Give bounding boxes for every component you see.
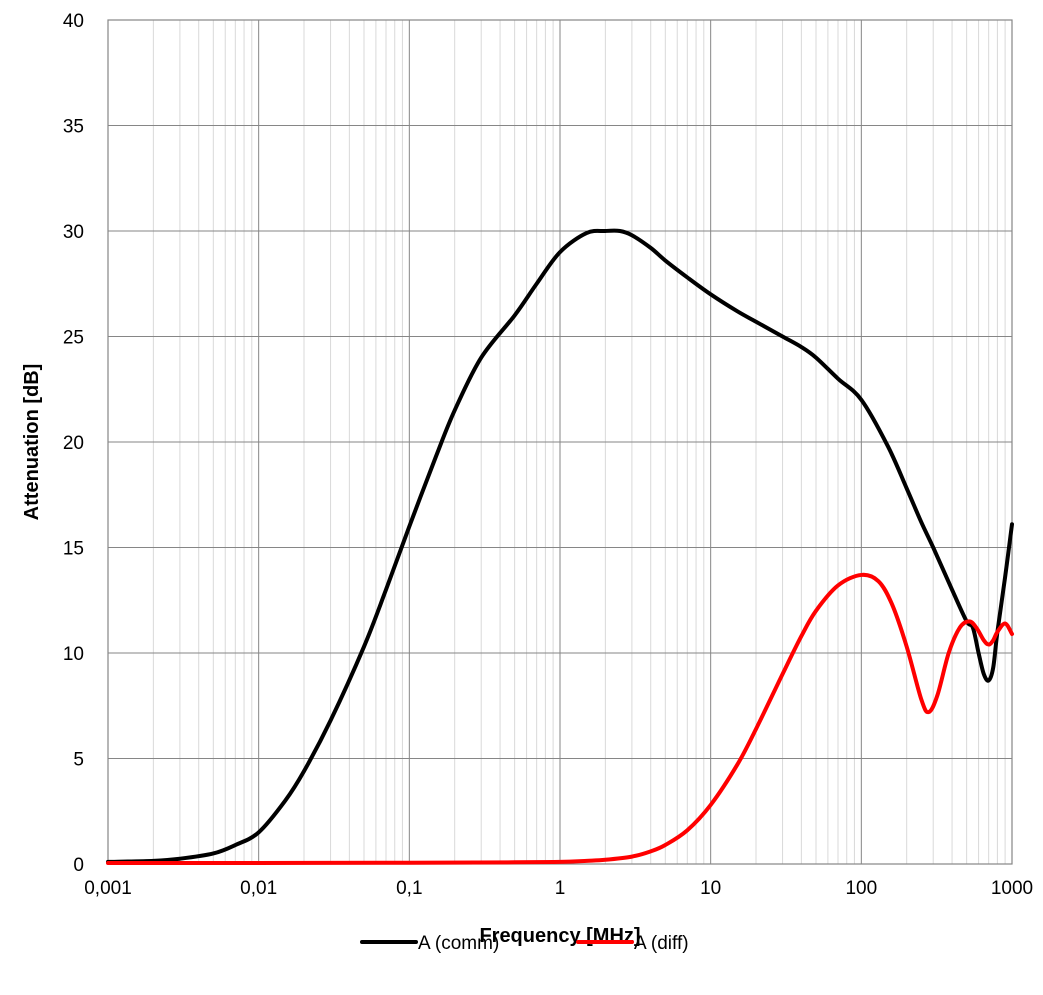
x-tick-labels: 0,001 0,01 0,1 1 10 100 1000	[84, 878, 1033, 899]
plot-frame	[107, 19, 1013, 865]
legend-label: A (comm)	[418, 933, 499, 954]
legend-label: A (diff)	[634, 933, 689, 954]
y-tick-label: 5	[73, 750, 84, 771]
series-layer	[106, 228, 1014, 865]
x-tick-label: 1	[555, 878, 566, 899]
y-tick-label: 35	[63, 117, 84, 138]
y-tick-label: 30	[63, 222, 84, 243]
x-tick-label: 10	[700, 878, 721, 899]
legend: A (comm) A (diff)	[360, 933, 689, 954]
y-tick-label: 25	[63, 328, 84, 349]
y-tick-label: 20	[63, 433, 84, 454]
y-tick-label: 15	[63, 539, 84, 560]
y-axis-title: Attenuation [dB]	[21, 364, 43, 521]
series-line-diff	[106, 572, 1014, 865]
x-tick-label: 0,001	[84, 878, 132, 899]
x-tick-label: 1000	[991, 878, 1033, 899]
y-tick-label: 0	[73, 855, 84, 876]
x-tick-label: 100	[845, 878, 877, 899]
x-tick-label: 0,1	[396, 878, 422, 899]
series-line-comm	[106, 228, 1014, 864]
y-tick-label: 10	[63, 644, 84, 665]
x-tick-label: 0,01	[240, 878, 277, 899]
y-tick-labels: 0 5 10 15 20 25 30 35 40	[63, 11, 84, 876]
y-tick-label: 40	[63, 11, 84, 32]
